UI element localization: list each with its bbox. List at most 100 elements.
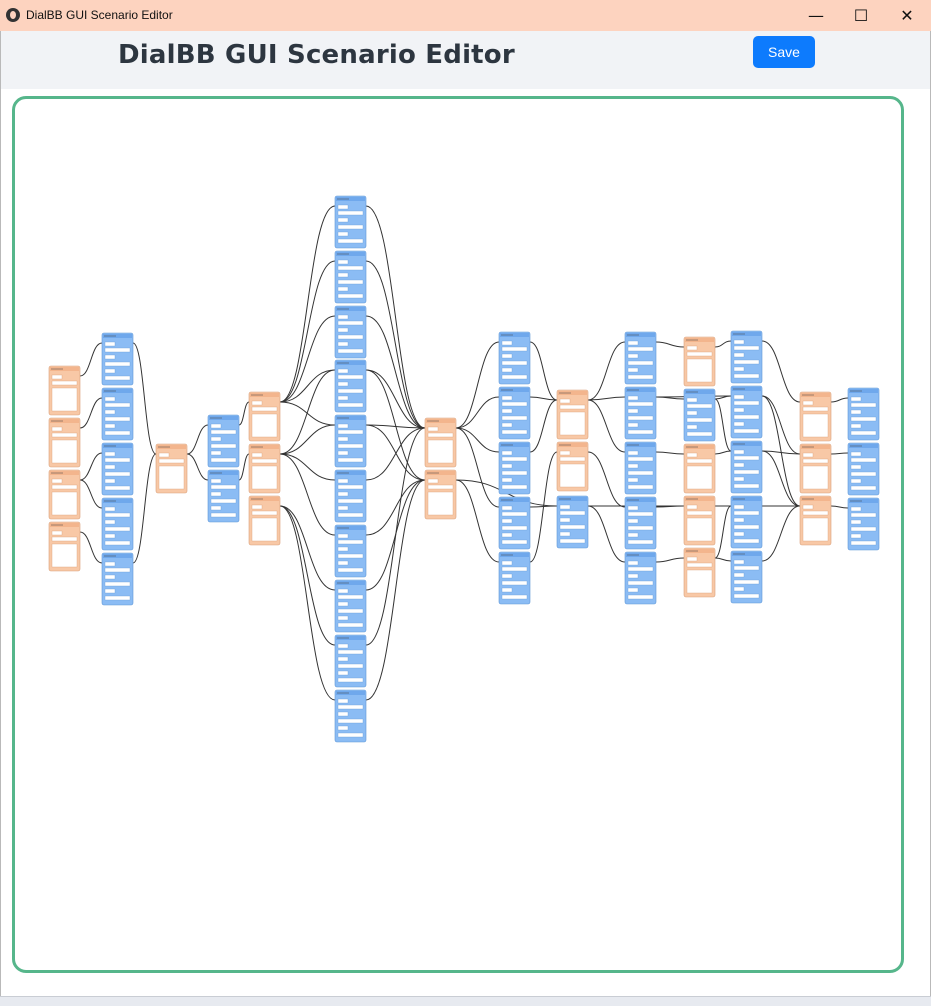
- maximize-button[interactable]: ☐: [853, 6, 869, 25]
- system-utterance-node[interactable]: [683, 443, 716, 494]
- graph-edge: [761, 450, 801, 455]
- system-utterance-node[interactable]: [48, 469, 81, 520]
- system-utterance-node[interactable]: [799, 443, 832, 494]
- user-utterance-node[interactable]: [334, 414, 367, 468]
- user-utterance-node[interactable]: [334, 469, 367, 523]
- system-utterance-node[interactable]: [155, 443, 188, 494]
- scenario-graph[interactable]: [15, 99, 901, 970]
- user-utterance-node[interactable]: [847, 387, 880, 441]
- system-utterance-node[interactable]: [48, 365, 81, 416]
- system-utterance-node[interactable]: [424, 469, 457, 520]
- graph-edge: [529, 399, 558, 453]
- graph-edge: [279, 505, 336, 591]
- system-utterance-node[interactable]: [248, 495, 281, 546]
- graph-edge: [455, 341, 500, 429]
- graph-edge: [279, 369, 336, 455]
- graph-edge: [365, 424, 426, 481]
- user-utterance-node[interactable]: [334, 359, 367, 413]
- graph-nodes: [48, 195, 880, 743]
- user-utterance-node[interactable]: [498, 441, 531, 495]
- graph-edges: [79, 205, 849, 701]
- user-utterance-node[interactable]: [730, 495, 763, 549]
- scenario-graph-canvas[interactable]: [12, 96, 904, 973]
- graph-edge: [279, 453, 336, 481]
- user-utterance-node[interactable]: [101, 332, 134, 386]
- user-utterance-node[interactable]: [624, 551, 657, 605]
- user-utterance-node[interactable]: [556, 495, 589, 549]
- user-utterance-node[interactable]: [334, 524, 367, 578]
- user-utterance-node[interactable]: [334, 195, 367, 249]
- system-utterance-node[interactable]: [683, 547, 716, 598]
- graph-edge: [365, 315, 426, 429]
- graph-edge: [238, 401, 250, 426]
- window-title: DialBB GUI Scenario Editor: [26, 8, 173, 22]
- graph-edge: [279, 260, 336, 403]
- window-titlebar: DialBB GUI Scenario Editor — ☐ ✕: [0, 0, 931, 31]
- graph-edge: [529, 396, 558, 401]
- user-utterance-node[interactable]: [101, 387, 134, 441]
- system-utterance-node[interactable]: [48, 417, 81, 468]
- user-utterance-node[interactable]: [207, 469, 240, 523]
- system-utterance-node[interactable]: [683, 495, 716, 546]
- graph-edge: [587, 399, 626, 453]
- user-utterance-node[interactable]: [101, 442, 134, 496]
- system-utterance-node[interactable]: [799, 391, 832, 442]
- user-utterance-node[interactable]: [624, 331, 657, 385]
- graph-edge: [279, 315, 336, 403]
- graph-edge: [655, 341, 685, 348]
- graph-edge: [714, 505, 732, 559]
- user-utterance-node[interactable]: [498, 331, 531, 385]
- user-utterance-node[interactable]: [730, 440, 763, 494]
- user-utterance-node[interactable]: [334, 305, 367, 359]
- window-bottom-bar: [0, 996, 931, 1006]
- user-utterance-node[interactable]: [847, 442, 880, 496]
- user-utterance-node[interactable]: [730, 330, 763, 384]
- user-utterance-node[interactable]: [334, 634, 367, 688]
- user-utterance-node[interactable]: [498, 551, 531, 605]
- graph-edge: [714, 340, 732, 348]
- graph-edge: [455, 427, 500, 508]
- user-utterance-node[interactable]: [207, 414, 240, 468]
- page-title: DialBB GUI Scenario Editor: [118, 40, 515, 70]
- graph-edge: [79, 452, 103, 481]
- save-button[interactable]: Save: [753, 36, 815, 68]
- graph-edge: [587, 396, 626, 401]
- graph-edge: [79, 397, 103, 429]
- user-utterance-node[interactable]: [730, 550, 763, 604]
- graph-edge: [132, 453, 157, 564]
- graph-edge: [79, 531, 103, 564]
- graph-edge: [279, 424, 336, 455]
- system-utterance-node[interactable]: [799, 495, 832, 546]
- graph-edge: [279, 505, 336, 701]
- user-utterance-node[interactable]: [624, 441, 657, 495]
- minimize-button[interactable]: —: [808, 6, 824, 25]
- close-button[interactable]: ✕: [900, 6, 914, 25]
- graph-edge: [455, 479, 500, 563]
- user-utterance-node[interactable]: [624, 496, 657, 550]
- graph-edge: [655, 451, 685, 455]
- user-utterance-node[interactable]: [498, 386, 531, 440]
- user-utterance-node[interactable]: [847, 497, 880, 551]
- graph-edge: [365, 479, 426, 536]
- user-utterance-node[interactable]: [498, 496, 531, 550]
- graph-edge: [365, 427, 426, 646]
- system-utterance-node[interactable]: [556, 441, 589, 492]
- system-utterance-node[interactable]: [248, 443, 281, 494]
- user-utterance-node[interactable]: [624, 386, 657, 440]
- user-utterance-node[interactable]: [730, 385, 763, 439]
- system-utterance-node[interactable]: [48, 521, 81, 572]
- user-utterance-node[interactable]: [334, 579, 367, 633]
- graph-edge: [455, 427, 500, 453]
- user-utterance-node[interactable]: [683, 388, 716, 442]
- graph-edge: [529, 341, 558, 401]
- user-utterance-node[interactable]: [101, 497, 134, 551]
- user-utterance-node[interactable]: [334, 689, 367, 743]
- user-utterance-node[interactable]: [334, 250, 367, 304]
- system-utterance-node[interactable]: [424, 417, 457, 468]
- user-utterance-node[interactable]: [101, 552, 134, 606]
- system-utterance-node[interactable]: [556, 389, 589, 440]
- system-utterance-node[interactable]: [683, 336, 716, 387]
- system-utterance-node[interactable]: [248, 391, 281, 442]
- graph-edge: [186, 453, 209, 481]
- graph-edge: [761, 395, 801, 455]
